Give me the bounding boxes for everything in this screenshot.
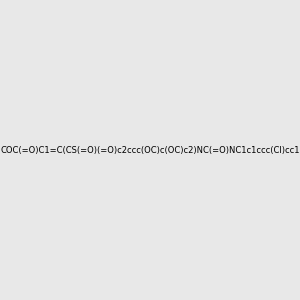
Text: COC(=O)C1=C(CS(=O)(=O)c2ccc(OC)c(OC)c2)NC(=O)NC1c1ccc(Cl)cc1: COC(=O)C1=C(CS(=O)(=O)c2ccc(OC)c(OC)c2)N…: [0, 146, 300, 154]
